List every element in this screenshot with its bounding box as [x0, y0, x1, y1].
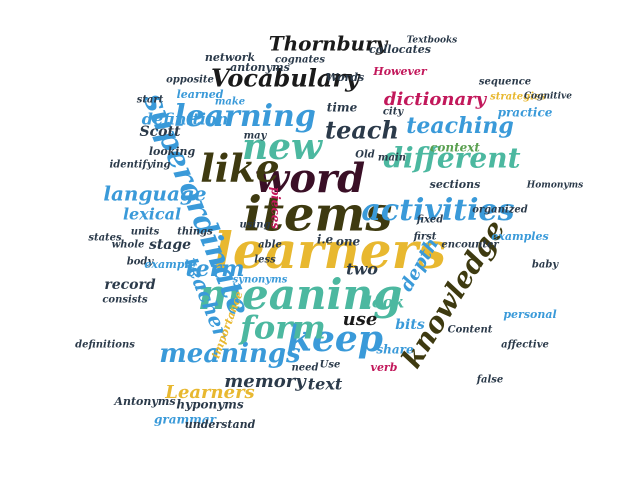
cloud-word: meanings — [159, 339, 301, 369]
cloud-word: baby — [532, 260, 559, 271]
cloud-word: network — [205, 51, 256, 64]
cloud-word: need — [292, 363, 319, 374]
cloud-word: form — [238, 309, 326, 347]
cloud-word: text — [308, 375, 343, 394]
cloud-word: learned — [177, 88, 224, 101]
cloud-word: Vocabulary — [211, 64, 361, 93]
cloud-word: city — [383, 107, 405, 118]
cloud-word: Words — [326, 71, 364, 84]
cloud-word: Homonyms — [526, 181, 583, 191]
cloud-word: keep — [287, 318, 383, 360]
cloud-word: synonyms — [233, 275, 288, 286]
cloud-word: first — [413, 232, 437, 243]
cloud-word: time — [327, 101, 358, 115]
cloud-word: whole — [112, 240, 145, 251]
cloud-word: new — [242, 126, 324, 168]
cloud-word: teaching — [406, 113, 514, 139]
cloud-word: meaning — [198, 270, 403, 319]
cloud-word: Thornbury — [269, 32, 389, 56]
cloud-word: organized — [472, 205, 528, 216]
cloud-word: cognates — [275, 55, 325, 66]
cloud-word: consists — [102, 295, 148, 306]
cloud-word: practice — [498, 106, 553, 120]
cloud-word: Learners — [164, 382, 254, 403]
cloud-word: context — [430, 141, 480, 155]
cloud-word: start — [137, 95, 164, 106]
cloud-word: main — [378, 153, 406, 164]
cloud-word: i.e — [317, 233, 334, 247]
cloud-word: things — [177, 227, 213, 238]
cloud-word: language — [103, 182, 206, 206]
cloud-word: stage — [149, 237, 191, 253]
cloud-word: learners — [214, 221, 446, 280]
cloud-word: encounter — [441, 240, 499, 251]
cloud-word: personal — [503, 308, 556, 321]
cloud-word: identifying — [109, 160, 170, 171]
cloud-word: states — [88, 233, 122, 244]
cloud-word: collocates — [369, 43, 431, 56]
cloud-word: hyponyms — [176, 398, 243, 412]
cloud-word: example — [144, 258, 195, 271]
cloud-word: antonyms — [230, 61, 290, 74]
cloud-word: activities — [361, 193, 514, 228]
cloud-word: memory — [224, 371, 307, 392]
cloud-word: However — [372, 65, 428, 78]
cloud-word: sections — [430, 178, 481, 191]
cloud-word: items — [244, 187, 393, 243]
cloud-word: units — [131, 227, 160, 238]
cloud-word: Antonyms — [113, 395, 175, 408]
cloud-word: grammar — [154, 413, 218, 427]
cloud-word: definition — [142, 110, 228, 129]
cloud-word: sequence — [479, 77, 531, 88]
cloud-word: Cognitive — [524, 92, 572, 102]
cloud-word: Scott — [140, 124, 181, 140]
cloud-word: learning — [174, 99, 316, 134]
cloud-word: make — [215, 97, 245, 108]
cloud-word: examples — [491, 230, 548, 243]
cloud-word: affective — [501, 340, 549, 351]
cloud-word: fixed — [416, 215, 444, 226]
cloud-word: teach — [325, 116, 399, 145]
cloud-word: Use — [320, 360, 341, 371]
cloud-word: lexical — [123, 205, 181, 224]
cloud-word: different — [383, 142, 520, 175]
cloud-word: two — [346, 260, 378, 279]
cloud-word: looking — [149, 145, 196, 158]
cloud-word: strategies — [490, 92, 546, 103]
speech-bubble-outline — [57, 31, 597, 421]
cloud-word: Content — [448, 325, 493, 336]
cloud-word: record — [104, 277, 156, 293]
cloud-word: body — [127, 257, 155, 268]
cloud-word: share — [376, 343, 414, 357]
cloud-word: may — [244, 131, 268, 142]
cloud-word: one — [336, 235, 361, 249]
cloud-word: bits — [395, 317, 425, 333]
cloud-word: word — [255, 155, 365, 202]
cloud-word: opposite — [166, 75, 214, 86]
cloud-word: definitions — [75, 340, 135, 351]
cloud-word: able — [258, 240, 282, 251]
cloud-word: dictionary — [384, 89, 488, 110]
cloud-word: Textbooks — [407, 36, 458, 46]
cloud-word: false — [476, 375, 504, 386]
cloud-word: using — [240, 220, 271, 231]
cloud-word: verb — [371, 361, 398, 374]
cloud-word: look — [366, 293, 405, 312]
cloud-word: less — [254, 255, 276, 266]
cloud-word: Old — [355, 150, 375, 161]
cloud-word: like — [200, 146, 279, 191]
cloud-word: term — [185, 256, 244, 282]
cloud-word: pieces — [269, 187, 283, 230]
cloud-word: use — [343, 309, 378, 330]
cloud-word: understand — [185, 418, 256, 431]
